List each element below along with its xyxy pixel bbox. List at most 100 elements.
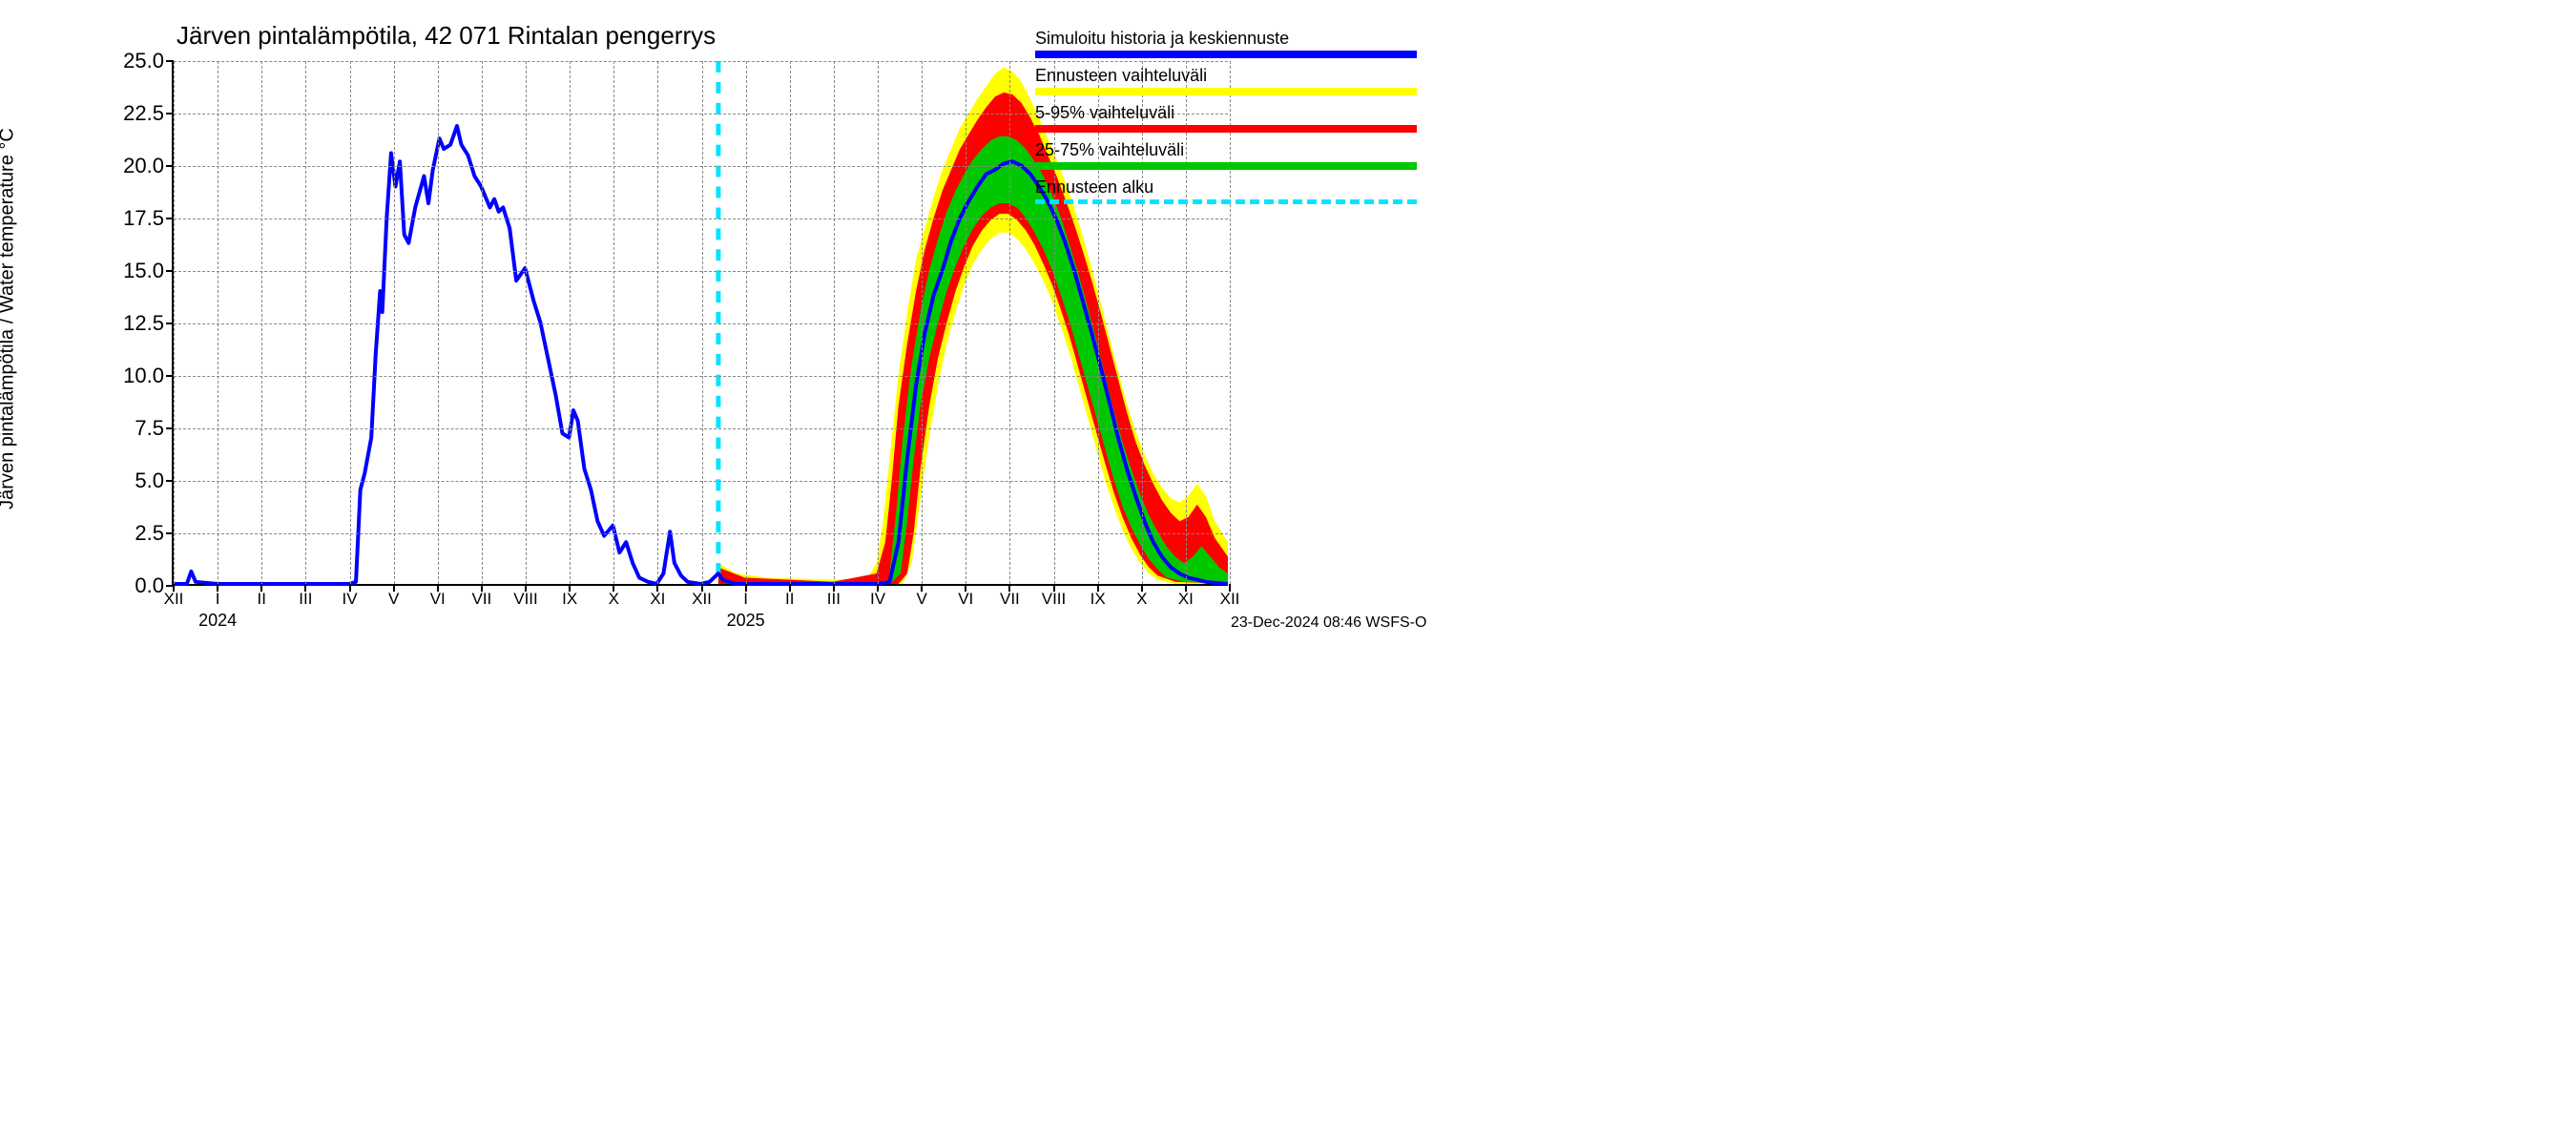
gridline-v	[613, 61, 614, 584]
x-year-label: 2025	[727, 611, 765, 631]
x-tick-label: II	[258, 590, 266, 609]
gridline-v	[438, 61, 439, 584]
x-tick-label: IV	[870, 590, 885, 609]
x-tick-mark	[1097, 584, 1099, 592]
gridline-v	[394, 61, 395, 584]
x-tick-label: X	[1136, 590, 1147, 609]
x-tick-mark	[613, 584, 614, 592]
gridline-h	[174, 323, 1228, 324]
gridline-h	[174, 376, 1228, 377]
y-tick-mark	[166, 323, 174, 324]
x-tick-mark	[921, 584, 923, 592]
gridline-h	[174, 481, 1228, 482]
x-tick-mark	[349, 584, 351, 592]
x-tick-label: XI	[1178, 590, 1194, 609]
y-tick-mark	[166, 270, 174, 272]
y-tick-label: 0.0	[135, 573, 164, 598]
gridline-v	[350, 61, 351, 584]
legend: Simuloitu historia ja keskiennuste Ennust…	[1035, 29, 1417, 212]
x-tick-mark	[1141, 584, 1143, 592]
chart-title: Järven pintalämpötila, 42 071 Rintalan p…	[177, 21, 716, 51]
x-tick-label: I	[743, 590, 748, 609]
gridline-v	[834, 61, 835, 584]
legend-label: Ennusteen vaihteluväli	[1035, 66, 1417, 86]
y-tick-mark	[166, 218, 174, 219]
y-tick-mark	[166, 60, 174, 62]
x-tick-mark	[1008, 584, 1010, 592]
x-tick-mark	[1229, 584, 1231, 592]
x-tick-mark	[745, 584, 747, 592]
x-tick-label: XII	[164, 590, 184, 609]
y-tick-label: 20.0	[123, 154, 164, 178]
x-tick-label: III	[299, 590, 312, 609]
x-tick-label: VIII	[1042, 590, 1067, 609]
x-tick-mark	[304, 584, 306, 592]
y-tick-mark	[166, 375, 174, 377]
gridline-v	[790, 61, 791, 584]
legend-label: 25-75% vaihteluväli	[1035, 140, 1417, 160]
x-tick-label: IV	[342, 590, 357, 609]
x-tick-label: III	[827, 590, 841, 609]
x-tick-mark	[789, 584, 791, 592]
legend-swatch	[1035, 51, 1417, 58]
legend-swatch	[1035, 88, 1417, 95]
legend-item: 5-95% vaihteluväli	[1035, 103, 1417, 133]
gridline-v	[570, 61, 571, 584]
gridline-h	[174, 271, 1228, 272]
x-tick-mark	[833, 584, 835, 592]
x-tick-mark	[481, 584, 483, 592]
y-tick-mark	[166, 165, 174, 167]
gridline-v	[482, 61, 483, 584]
legend-label: 5-95% vaihteluväli	[1035, 103, 1417, 123]
y-tick-label: 10.0	[123, 364, 164, 388]
x-tick-label: XII	[692, 590, 712, 609]
x-tick-label: VIII	[513, 590, 538, 609]
legend-item: Simuloitu historia ja keskiennuste	[1035, 29, 1417, 58]
gridline-v	[526, 61, 527, 584]
x-tick-label: IX	[562, 590, 577, 609]
x-tick-mark	[173, 584, 175, 592]
x-tick-label: II	[785, 590, 794, 609]
gridline-v	[922, 61, 923, 584]
x-tick-mark	[569, 584, 571, 592]
y-tick-label: 7.5	[135, 416, 164, 441]
gridline-v	[305, 61, 306, 584]
gridline-v	[878, 61, 879, 584]
legend-swatch	[1035, 125, 1417, 133]
x-tick-label: VI	[430, 590, 446, 609]
gridline-v	[702, 61, 703, 584]
legend-item: 25-75% vaihteluväli	[1035, 140, 1417, 170]
x-tick-mark	[217, 584, 218, 592]
x-tick-mark	[656, 584, 658, 592]
y-axis-label: Järven pintalämpötila / Water temperatur…	[0, 128, 19, 510]
x-tick-label: I	[216, 590, 220, 609]
x-tick-mark	[260, 584, 262, 592]
gridline-v	[1009, 61, 1010, 584]
x-tick-mark	[877, 584, 879, 592]
legend-item: Ennusteen vaihteluväli	[1035, 66, 1417, 95]
x-tick-mark	[393, 584, 395, 592]
x-tick-mark	[437, 584, 439, 592]
y-tick-label: 2.5	[135, 521, 164, 546]
y-tick-mark	[166, 480, 174, 482]
gridline-v	[174, 61, 175, 584]
gridline-v	[261, 61, 262, 584]
x-tick-label: V	[916, 590, 926, 609]
x-tick-mark	[1185, 584, 1187, 592]
legend-label: Simuloitu historia ja keskiennuste	[1035, 29, 1417, 49]
legend-swatch	[1035, 199, 1417, 204]
x-tick-label: VI	[958, 590, 973, 609]
x-tick-label: IX	[1091, 590, 1106, 609]
x-year-label: 2024	[198, 611, 237, 631]
legend-swatch	[1035, 162, 1417, 170]
gridline-v	[657, 61, 658, 584]
x-tick-label: V	[388, 590, 399, 609]
x-tick-label: VII	[471, 590, 491, 609]
y-tick-mark	[166, 532, 174, 534]
x-tick-label: XII	[1220, 590, 1240, 609]
x-tick-mark	[701, 584, 703, 592]
gridline-h	[174, 533, 1228, 534]
y-tick-label: 25.0	[123, 49, 164, 73]
y-tick-label: 12.5	[123, 311, 164, 336]
x-tick-mark	[525, 584, 527, 592]
